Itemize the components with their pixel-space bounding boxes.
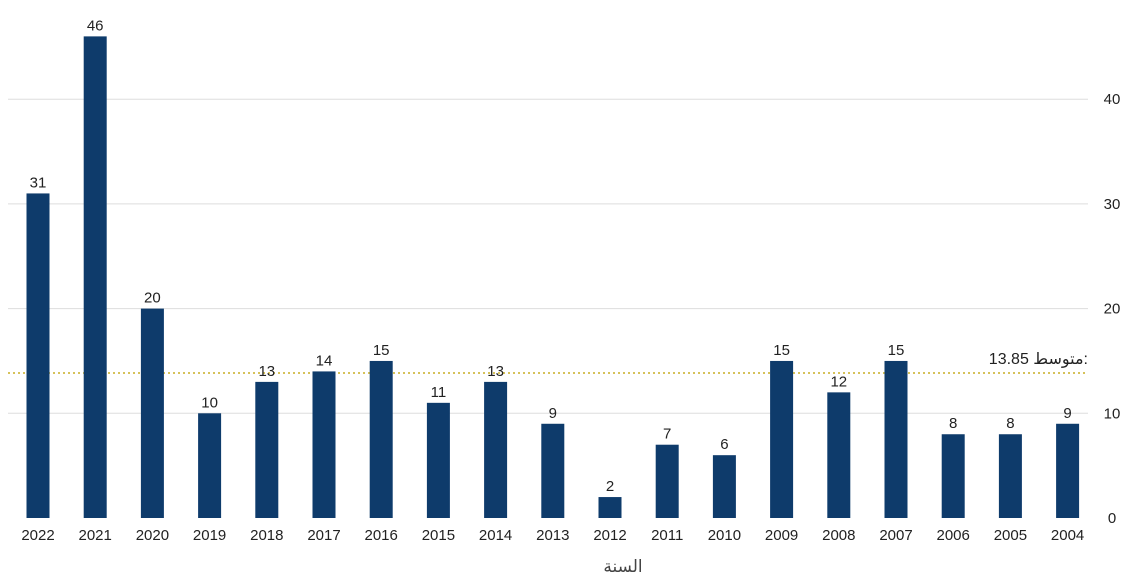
bar (998, 434, 1022, 518)
y-tick-label: 10 (1104, 405, 1121, 422)
data-label: 8 (1006, 415, 1014, 432)
y-tick-label: 30 (1104, 196, 1121, 213)
bar (827, 392, 851, 518)
x-tick-label: 2011 (651, 527, 683, 544)
average-label: 13.85 متوسط: (989, 351, 1088, 369)
data-label: 2 (606, 478, 614, 495)
x-tick-label: 2010 (708, 527, 741, 544)
bar (26, 193, 50, 518)
data-label: 12 (830, 373, 847, 390)
data-label: 9 (1063, 405, 1071, 422)
data-label: 7 (663, 426, 671, 443)
y-tick-label: 0 (1108, 510, 1116, 527)
bar (484, 381, 508, 518)
y-tick-label: 20 (1104, 301, 1121, 318)
x-tick-label: 2021 (79, 527, 112, 544)
x-axis-ticks: 2022 2021 2020 2019 2018 2017 2016 2015 2014 2013… (21, 527, 1084, 544)
data-label: 46 (87, 17, 104, 34)
bar (1056, 423, 1080, 518)
bar (369, 360, 393, 518)
x-tick-label: 2013 (536, 527, 569, 544)
data-label: 15 (888, 342, 905, 359)
x-tick-label: 2018 (250, 527, 283, 544)
data-label: 8 (949, 415, 957, 432)
bar (770, 360, 794, 518)
data-label: 9 (549, 405, 557, 422)
bars: 31 46 20 10 13 14 15 11 13 9 2 7 6 15 12 15 8 8 9 (26, 17, 1080, 518)
x-tick-label: 2020 (136, 527, 169, 544)
x-tick-label: 2017 (307, 527, 340, 544)
data-label: 6 (720, 436, 728, 453)
y-tick-label: 40 (1104, 91, 1121, 108)
x-tick-label: 2005 (994, 527, 1027, 544)
bar (426, 402, 450, 518)
x-tick-label: 2015 (422, 527, 455, 544)
x-tick-label: 2007 (879, 527, 912, 544)
x-tick-label: 2008 (822, 527, 855, 544)
bar (712, 455, 736, 518)
data-label: 15 (773, 342, 790, 359)
bar (884, 360, 908, 518)
data-label: 14 (316, 352, 333, 369)
x-tick-label: 2009 (765, 527, 798, 544)
data-label: 31 (30, 174, 47, 191)
data-label: 10 (201, 394, 218, 411)
bar (198, 413, 222, 518)
bar (140, 308, 164, 518)
data-label: 15 (373, 342, 390, 359)
bar (83, 36, 107, 518)
bar (255, 381, 279, 518)
data-label: 11 (431, 384, 447, 401)
x-tick-label: 2006 (937, 527, 970, 544)
data-label: 20 (144, 290, 161, 307)
x-tick-label: 2022 (21, 527, 54, 544)
x-tick-label: 2004 (1051, 527, 1084, 544)
y-axis-ticks: 0 10 20 30 40 (1104, 91, 1121, 527)
bar (655, 444, 679, 518)
gridlines (8, 98, 1088, 414)
data-label: 13 (258, 363, 275, 380)
bar (312, 371, 336, 518)
bar (541, 423, 565, 518)
bar (941, 434, 965, 518)
data-label: 13 (487, 363, 504, 380)
x-tick-label: 2019 (193, 527, 226, 544)
bar (598, 497, 622, 518)
x-tick-label: 2014 (479, 527, 512, 544)
x-tick-label: 2016 (365, 527, 398, 544)
x-tick-label: 2012 (593, 527, 626, 544)
average-group: 13.85 متوسط: (8, 351, 1088, 374)
x-axis-title: السنة (603, 557, 642, 576)
